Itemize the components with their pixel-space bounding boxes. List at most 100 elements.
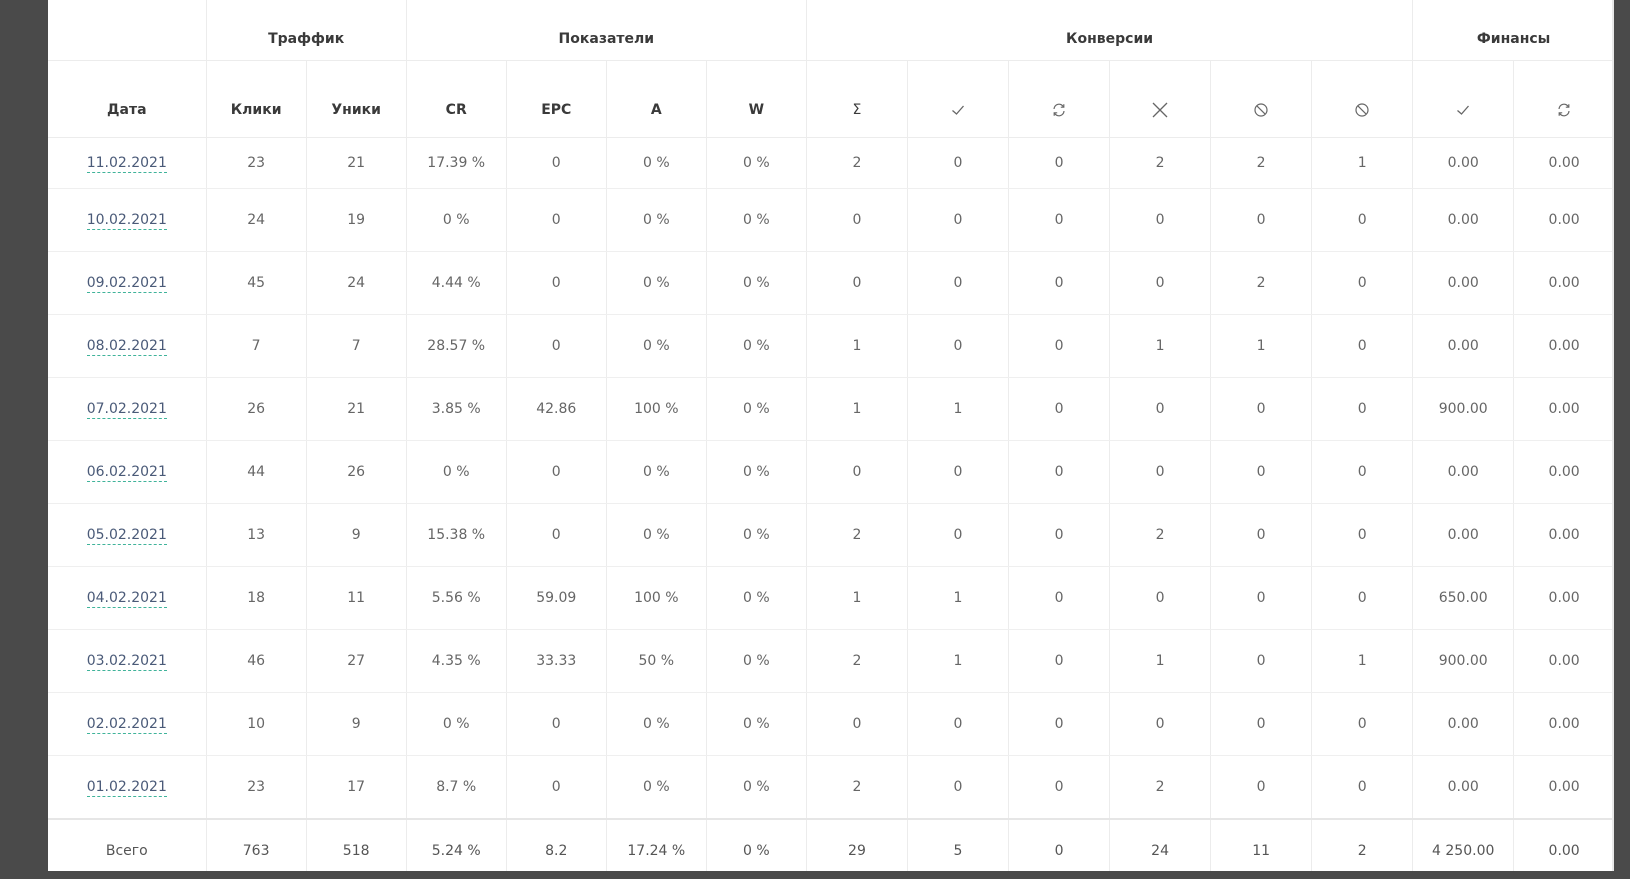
cell-rejected: 0: [1109, 692, 1212, 756]
cell-epc: 0: [506, 440, 607, 504]
table-row: 05.02.2021 13 9 15.38 % 0 0 % 0 % 2 0 0 2 0 0 0.00 0.0…: [48, 503, 1614, 567]
col-sum[interactable]: Σ: [806, 60, 908, 138]
total-a: 17.24 %: [606, 817, 707, 871]
cell-date[interactable]: 10.02.2021: [48, 188, 207, 252]
cell-trash: 0: [1210, 755, 1313, 819]
total-sum: 29: [806, 817, 908, 871]
cell-w: 0 %: [706, 314, 807, 378]
cell-pending: 0: [1008, 755, 1111, 819]
cell-cr: 17.39 %: [406, 137, 507, 189]
col-w[interactable]: W: [706, 60, 807, 138]
cell-a: 100 %: [606, 377, 707, 441]
cell-clicks: 7: [206, 314, 307, 378]
date-link[interactable]: 04.02.2021: [86, 589, 167, 608]
cell-date[interactable]: 03.02.2021: [48, 629, 207, 693]
cell-uniques: 21: [306, 377, 407, 441]
col-conv-rejected[interactable]: [1109, 60, 1212, 138]
cell-uniques: 24: [306, 251, 407, 315]
cell-fin-approved: 0.00: [1412, 503, 1515, 567]
group-metrics: Показатели: [406, 0, 807, 61]
total-uniques: 518: [306, 817, 407, 871]
cell-trash: 0: [1210, 566, 1313, 630]
cell-sum: 2: [806, 503, 908, 567]
cell-rejected: 1: [1109, 314, 1212, 378]
cell-date[interactable]: 01.02.2021: [48, 755, 207, 819]
cell-fraud: 0: [1311, 314, 1414, 378]
date-link[interactable]: 05.02.2021: [86, 526, 167, 545]
date-link[interactable]: 07.02.2021: [86, 400, 167, 419]
table-body: 11.02.2021 23 21 17.39 % 0 0 % 0 % 2 0 0 2 2 1 0.00 0.…: [48, 137, 1614, 819]
cell-a: 0 %: [606, 440, 707, 504]
cell-fin-approved: 0.00: [1412, 755, 1515, 819]
cell-cr: 0 %: [406, 692, 507, 756]
cell-uniques: 9: [306, 692, 407, 756]
table-row: 07.02.2021 26 21 3.85 % 42.86 100 % 0 % 1 1 0 0 0 0 9…: [48, 377, 1614, 441]
cell-a: 50 %: [606, 629, 707, 693]
cell-date[interactable]: 06.02.2021: [48, 440, 207, 504]
cell-uniques: 26: [306, 440, 407, 504]
date-link[interactable]: 10.02.2021: [86, 211, 167, 230]
cell-sum: 1: [806, 377, 908, 441]
cell-approved: 0: [907, 188, 1010, 252]
cell-trash: 0: [1210, 188, 1313, 252]
col-clicks[interactable]: Клики: [206, 60, 307, 138]
col-date[interactable]: Дата: [48, 60, 207, 138]
cell-cr: 8.7 %: [406, 755, 507, 819]
date-link[interactable]: 08.02.2021: [86, 337, 167, 356]
col-conv-approved[interactable]: [907, 60, 1010, 138]
cell-sum: 2: [806, 137, 908, 189]
total-pending: 0: [1008, 817, 1111, 871]
table-row: 01.02.2021 23 17 8.7 % 0 0 % 0 % 2 0 0 2 0 0 0.00 0.00: [48, 755, 1614, 819]
cell-date[interactable]: 08.02.2021: [48, 314, 207, 378]
date-link[interactable]: 02.02.2021: [86, 715, 167, 734]
cell-date[interactable]: 04.02.2021: [48, 566, 207, 630]
cell-rejected: 0: [1109, 440, 1212, 504]
cell-rejected: 2: [1109, 503, 1212, 567]
date-link[interactable]: 06.02.2021: [86, 463, 167, 482]
cell-date[interactable]: 09.02.2021: [48, 251, 207, 315]
cell-w: 0 %: [706, 251, 807, 315]
col-fin-pending[interactable]: [1513, 60, 1614, 138]
date-link[interactable]: 03.02.2021: [86, 652, 167, 671]
cell-approved: 0: [907, 137, 1010, 189]
table-row: 10.02.2021 24 19 0 % 0 0 % 0 % 0 0 0 0 0 0 0.00 0.00: [48, 188, 1614, 252]
col-conv-fraud[interactable]: [1311, 60, 1414, 138]
total-fraud: 2: [1311, 817, 1414, 871]
date-link[interactable]: 11.02.2021: [86, 154, 167, 173]
cell-pending: 0: [1008, 251, 1111, 315]
cell-rejected: 2: [1109, 755, 1212, 819]
cell-fin-approved: 0.00: [1412, 188, 1515, 252]
cell-approved: 1: [907, 377, 1010, 441]
col-uniques[interactable]: Уники: [306, 60, 407, 138]
col-cr[interactable]: CR: [406, 60, 507, 138]
table-row: 09.02.2021 45 24 4.44 % 0 0 % 0 % 0 0 0 0 2 0 0.00 0.0…: [48, 251, 1614, 315]
cell-trash: 2: [1210, 251, 1313, 315]
col-fin-approved[interactable]: [1412, 60, 1515, 138]
col-a[interactable]: A: [606, 60, 707, 138]
col-epc[interactable]: EPC: [506, 60, 607, 138]
cell-date[interactable]: 05.02.2021: [48, 503, 207, 567]
cell-uniques: 17: [306, 755, 407, 819]
cell-sum: 2: [806, 629, 908, 693]
cell-cr: 0 %: [406, 440, 507, 504]
cell-a: 0 %: [606, 755, 707, 819]
group-traffic: Траффик: [206, 0, 407, 61]
date-link[interactable]: 01.02.2021: [86, 778, 167, 797]
cell-fraud: 0: [1311, 503, 1414, 567]
table-row: 11.02.2021 23 21 17.39 % 0 0 % 0 % 2 0 0 2 2 1 0.00 0.…: [48, 137, 1614, 189]
cell-cr: 4.44 %: [406, 251, 507, 315]
cell-a: 0 %: [606, 137, 707, 189]
cell-date[interactable]: 02.02.2021: [48, 692, 207, 756]
cell-pending: 0: [1008, 503, 1111, 567]
total-w: 0 %: [706, 817, 807, 871]
cell-date[interactable]: 07.02.2021: [48, 377, 207, 441]
date-link[interactable]: 09.02.2021: [86, 274, 167, 293]
cell-uniques: 21: [306, 137, 407, 189]
cell-fin-approved: 0.00: [1412, 137, 1515, 189]
cell-trash: 0: [1210, 629, 1313, 693]
cell-a: 0 %: [606, 251, 707, 315]
cell-fin-pending: 0.00: [1513, 251, 1614, 315]
col-conv-trash[interactable]: [1210, 60, 1313, 138]
col-conv-pending[interactable]: [1008, 60, 1111, 138]
cell-date[interactable]: 11.02.2021: [48, 137, 207, 189]
